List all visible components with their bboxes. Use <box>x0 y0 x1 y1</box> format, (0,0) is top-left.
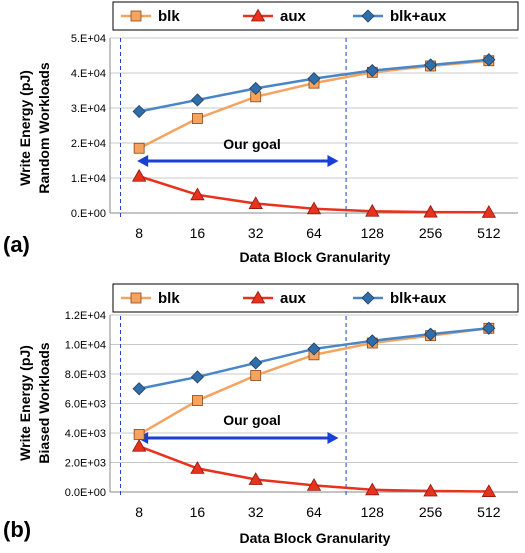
x-axis-label: Data Block Granularity <box>240 249 391 265</box>
legend-label: blk <box>158 290 180 307</box>
x-tick-label: 64 <box>306 504 322 520</box>
x-tick-label: 16 <box>190 225 206 241</box>
legend-label: blk <box>158 8 180 25</box>
y-tick-label: 6.0E+03 <box>65 399 106 411</box>
legend: blk aux blk+aux <box>121 290 447 307</box>
data-point-blk <box>133 429 145 440</box>
data-point-aux <box>306 478 322 491</box>
data-point-aux <box>423 483 438 497</box>
data-point-aux <box>131 438 147 452</box>
legend-marker <box>361 9 375 23</box>
x-tick-label: 128 <box>361 504 385 520</box>
x-tick-label: 512 <box>477 504 501 520</box>
data-point-aux <box>365 482 380 496</box>
legend-box <box>112 283 519 313</box>
y-tick-label: 5.E+04 <box>71 33 106 45</box>
data-point-blk-plus-aux <box>190 370 204 384</box>
x-tick-label: 8 <box>135 225 143 241</box>
plot-area: 0.0E+00 2.0E+03 4.0E+03 6.0E+03 8.0E+03 1.0E+… <box>65 310 518 520</box>
plot-area: 0.E+00 1.E+04 2.E+04 3.E+04 4.E+04 5.E+04 8 16 3… <box>71 33 518 241</box>
panel-label: (a) <box>3 232 30 257</box>
y-tick-label: 1.2E+04 <box>65 310 106 322</box>
data-point-aux <box>423 204 438 218</box>
data-point-blk <box>250 370 262 381</box>
data-point-blk-plus-aux <box>249 81 263 95</box>
legend-marker <box>250 290 266 304</box>
legend-box <box>112 1 519 31</box>
goal-annotation: Our goal <box>223 412 281 428</box>
data-point-blk-plus-aux <box>249 356 263 370</box>
data-point-blk-plus-aux <box>132 104 146 119</box>
x-tick-label: 16 <box>190 504 206 520</box>
y-tick-label: 1.E+04 <box>71 173 106 185</box>
data-point-blk-plus-aux <box>424 58 438 72</box>
legend-marker <box>130 10 142 22</box>
y-tick-label: 0.0E+00 <box>65 487 106 499</box>
data-point-aux <box>248 196 263 209</box>
data-point-aux <box>190 461 205 474</box>
goal-arrowhead-right <box>327 155 339 167</box>
data-point-aux <box>248 472 263 485</box>
y-axis-label-line-1: Write Energy (pJ) <box>17 70 33 186</box>
data-point-blk-plus-aux <box>307 342 321 356</box>
y-tick-label: 4.E+04 <box>71 68 106 80</box>
y-tick-label: 1.0E+04 <box>65 340 106 352</box>
data-point-blk <box>133 142 145 154</box>
x-tick-label: 256 <box>419 225 443 241</box>
data-point-blk-plus-aux <box>307 72 321 86</box>
legend: blk aux blk+aux <box>121 8 447 25</box>
y-axis-label-line-2: Biased Workloads <box>36 342 52 463</box>
data-point-blk-plus-aux <box>365 63 379 78</box>
y-axis-label-line-2: Random Workloads <box>36 62 52 193</box>
legend-marker <box>250 8 266 22</box>
legend-marker <box>130 292 142 304</box>
legend-label: blk+aux <box>390 290 447 307</box>
x-tick-label: 32 <box>248 225 264 241</box>
data-point-blk-plus-aux <box>424 327 438 341</box>
chart-panel-b: blk aux blk+aux Write Energy (pJ) Biased W… <box>3 283 519 546</box>
y-tick-label: 8.0E+03 <box>65 369 106 381</box>
x-tick-label: 128 <box>361 225 385 241</box>
legend-label: aux <box>280 290 307 307</box>
x-tick-label: 256 <box>419 504 443 520</box>
data-point-blk-plus-aux <box>482 321 496 335</box>
data-point-aux <box>306 201 322 215</box>
data-point-blk-plus-aux <box>365 334 379 348</box>
legend-marker <box>361 291 375 305</box>
panel-label: (b) <box>3 517 31 542</box>
data-point-blk-plus-aux <box>190 93 204 107</box>
data-point-aux <box>481 484 497 497</box>
y-tick-label: 3.E+04 <box>71 103 106 115</box>
y-axis-label-line-1: Write Energy (pJ) <box>17 345 33 461</box>
x-tick-label: 8 <box>135 504 143 520</box>
x-axis-label: Data Block Granularity <box>240 530 391 546</box>
legend-label: blk+aux <box>390 8 447 25</box>
data-point-aux <box>131 168 147 182</box>
y-tick-label: 2.E+04 <box>71 138 106 150</box>
data-point-aux <box>190 187 205 201</box>
legend-label: aux <box>280 8 307 25</box>
y-tick-label: 0.E+00 <box>71 208 106 220</box>
data-point-blk <box>192 113 203 124</box>
x-tick-label: 64 <box>306 225 322 241</box>
goal-annotation: Our goal <box>223 136 281 152</box>
data-point-blk-plus-aux <box>132 382 146 396</box>
x-tick-label: 32 <box>248 504 264 520</box>
chart-panel-a: blk aux blk+aux Write Energy (pJ) Random W… <box>3 1 519 265</box>
x-tick-label: 512 <box>477 225 501 241</box>
goal-arrowhead-left <box>137 155 149 167</box>
goal-arrowhead-right <box>327 432 339 444</box>
y-tick-label: 4.0E+03 <box>65 428 106 440</box>
data-point-aux <box>365 203 380 217</box>
data-point-blk-plus-aux <box>482 53 496 67</box>
data-point-blk <box>192 395 203 406</box>
data-point-aux <box>481 204 497 218</box>
y-tick-label: 2.0E+03 <box>65 458 106 470</box>
